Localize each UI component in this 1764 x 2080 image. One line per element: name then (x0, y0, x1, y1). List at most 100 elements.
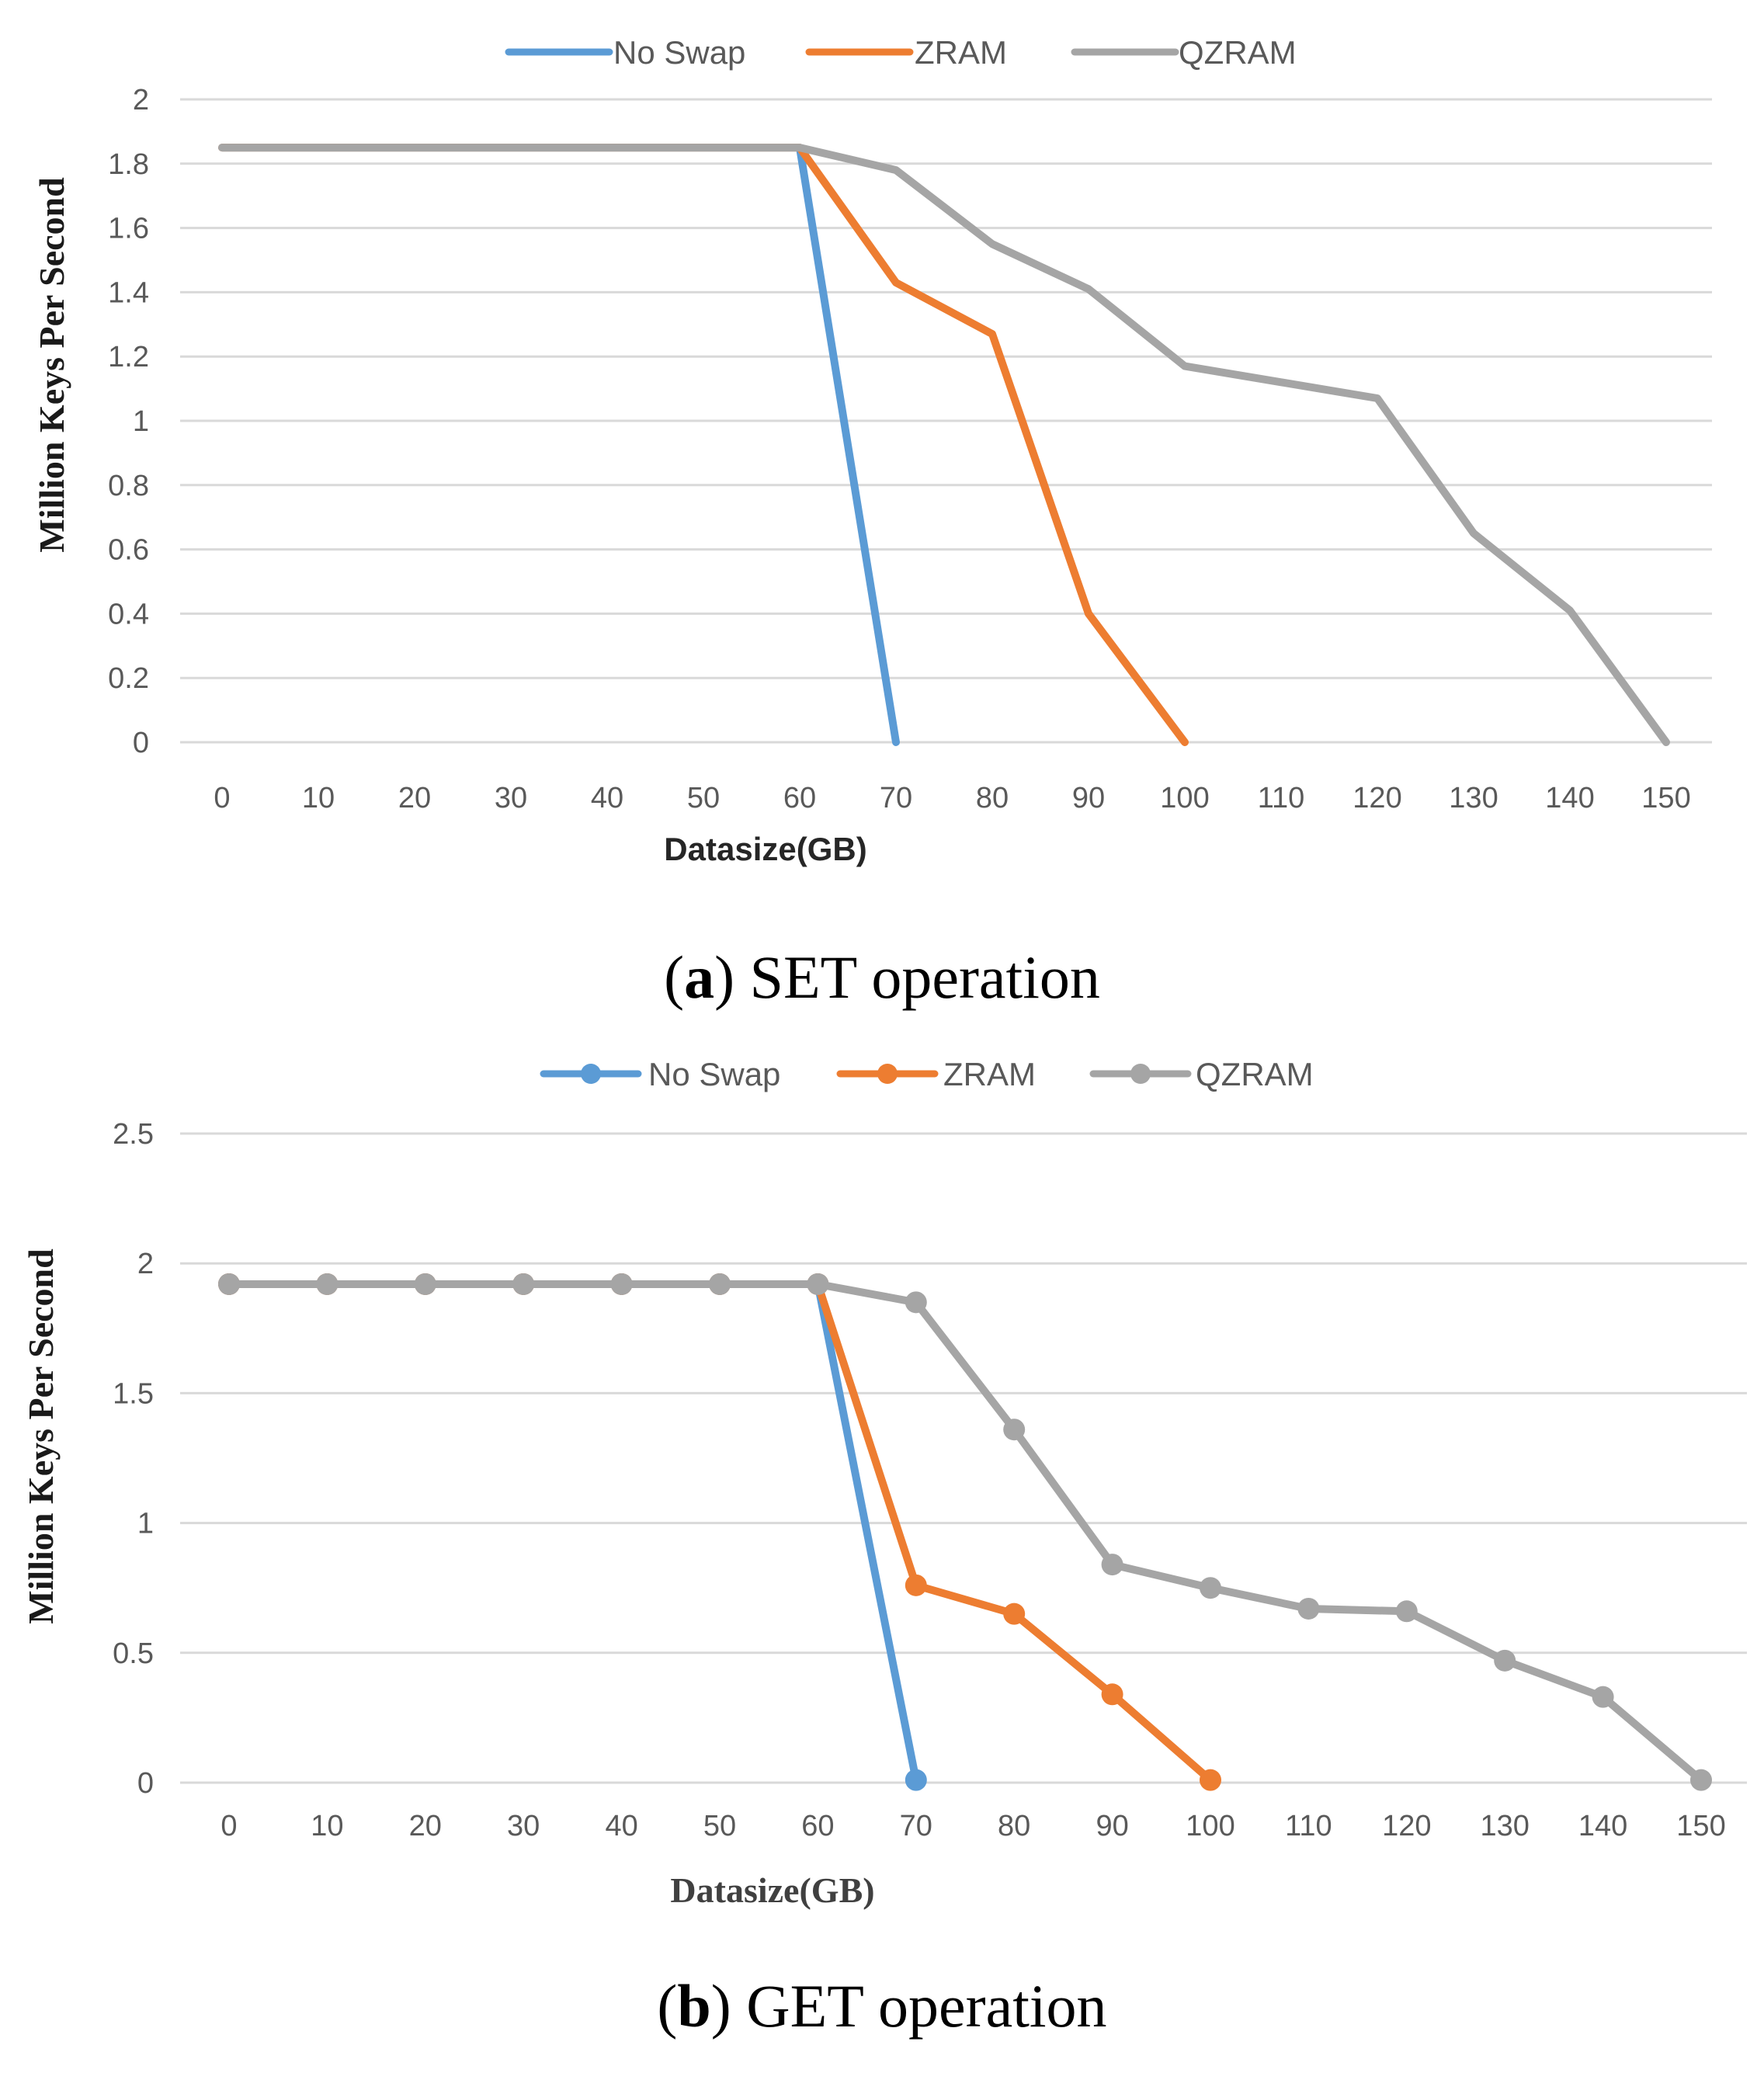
x-tick-label-b-10: 100 (1186, 1810, 1234, 1842)
x-tick-label-a-8: 80 (976, 782, 1009, 814)
x-tick-label-b-11: 110 (1285, 1810, 1332, 1842)
x-tick-label-a-13: 130 (1449, 782, 1498, 814)
point-qzram-b-14 (1592, 1686, 1614, 1708)
y-tick-label-b-4: 2 (137, 1248, 154, 1280)
point-qzram-b-8 (1003, 1418, 1026, 1441)
caption-get-operation: (b) GET operation (657, 1972, 1106, 2040)
point-qzram-b-11 (1297, 1597, 1320, 1620)
legend-label-zram-b: ZRAM (943, 1056, 1036, 1092)
x-tick-label-b-0: 0 (220, 1810, 237, 1842)
y-tick-label-a-10: 2 (133, 84, 149, 116)
point-qzram-b-9 (1101, 1554, 1123, 1576)
point-qzram-b-1 (316, 1273, 339, 1295)
gridlines-b (180, 1132, 1747, 1784)
legend-label-no-swap-a: No Swap (613, 34, 745, 71)
point-qzram-b-4 (610, 1273, 633, 1295)
x-tick-label-b-6: 60 (801, 1810, 834, 1842)
point-no-swap-b-7 (905, 1769, 927, 1791)
x-tick-label-b-5: 50 (703, 1810, 736, 1842)
x-tick-label-a-10: 100 (1160, 782, 1209, 814)
legend-marker-qzram-b (1130, 1064, 1151, 1084)
x-tick-label-b-9: 90 (1096, 1810, 1128, 1842)
series-zram-a (218, 144, 1189, 746)
series-line-qzram-b (225, 1280, 1705, 1784)
x-tick-label-b-14: 140 (1578, 1810, 1627, 1842)
series-zram-b (218, 1273, 1221, 1791)
x-tick-label-b-13: 130 (1480, 1810, 1529, 1842)
x-tick-label-a-15: 150 (1641, 782, 1690, 814)
point-qzram-b-5 (709, 1273, 731, 1295)
y-tick-label-a-7: 1.4 (108, 276, 149, 309)
x-axis-title-b: Datasize(GB) (670, 1870, 874, 1910)
x-tick-label-a-4: 40 (591, 782, 623, 814)
x-tick-label-a-7: 70 (880, 782, 912, 814)
y-tick-label-a-0: 0 (133, 727, 149, 759)
y-tick-label-a-1: 0.2 (108, 662, 149, 695)
y-tick-label-a-3: 0.6 (108, 534, 149, 567)
y-tick-label-a-5: 1 (133, 405, 149, 438)
point-zram-b-10 (1200, 1769, 1221, 1791)
x-tick-label-a-11: 110 (1258, 782, 1305, 814)
set-operation-chart: 00.20.40.60.811.21.41.61.820 10 20 30 40 50 60… (32, 34, 1712, 867)
point-qzram-b-6 (807, 1273, 829, 1295)
y-tick-label-a-6: 1.2 (108, 341, 149, 373)
point-qzram-b-12 (1395, 1600, 1418, 1623)
x-tick-label-a-9: 90 (1072, 782, 1105, 814)
get-operation-chart: 0 0.5 1 1.5 2 2.5 0 10 20 30 40 50 60 70 80 90 100 110 120… (21, 1056, 1747, 1910)
y-tick-label-a-2: 0.4 (108, 598, 149, 630)
y-tick-label-b-2: 1 (137, 1508, 154, 1540)
point-qzram-b-13 (1494, 1649, 1516, 1672)
legend-label-zram-a: ZRAM (915, 34, 1007, 71)
caption-text-a: SET operation (750, 943, 1100, 1011)
x-tick-label-a-1: 10 (302, 782, 335, 814)
y-tick-label-a-4: 0.8 (108, 470, 149, 502)
x-tick-label-a-12: 120 (1353, 782, 1401, 814)
x-tick-label-a-0: 0 (214, 782, 230, 814)
y-axis-title-a: Million Keys Per Second (32, 177, 71, 553)
y-tick-label-a-8: 1.6 (108, 213, 149, 245)
legend-b: No Swap ZRAM QZRAM (540, 1056, 1314, 1092)
point-zram-b-9 (1101, 1683, 1123, 1706)
series-qzram-a (218, 144, 1670, 746)
series-line-no-swap-a (218, 144, 900, 746)
series-line-zram-a (218, 144, 1189, 746)
y-tick-labels-a: 0 0.2 0.4 0.6 0.8 1 1.2 1.4 1.6 1.8 2 (108, 84, 149, 759)
x-tick-label-a-5: 50 (687, 782, 720, 814)
x-tick-label-b-3: 30 (507, 1810, 540, 1842)
series-line-qzram-a (218, 144, 1670, 746)
legend-marker-zram-b (877, 1064, 898, 1084)
point-qzram-b-15 (1690, 1769, 1712, 1791)
legend-label-qzram-a: QZRAM (1179, 34, 1297, 71)
point-qzram-b-10 (1200, 1577, 1221, 1599)
y-tick-labels-b: 0 0.5 1 1.5 2 2.5 (113, 1118, 154, 1800)
x-tick-label-b-12: 120 (1382, 1810, 1431, 1842)
x-tick-label-a-14: 140 (1545, 782, 1594, 814)
gridlines-a (180, 98, 1712, 744)
point-qzram-b-3 (512, 1273, 535, 1295)
x-tick-label-b-8: 80 (998, 1810, 1030, 1842)
series-no-swap-a (218, 144, 900, 746)
x-tick-label-b-7: 70 (900, 1810, 932, 1842)
caption-set-operation: (a) SET operation (664, 943, 1100, 1011)
legend-a: No Swap ZRAM QZRAM (505, 34, 1297, 71)
caption-letter-b: b (677, 1972, 710, 2040)
x-tick-label-a-6: 60 (783, 782, 816, 814)
y-tick-label-b-1: 0.5 (113, 1637, 154, 1670)
y-tick-label-b-3: 1.5 (113, 1377, 154, 1410)
x-tick-label-a-3: 30 (495, 782, 527, 814)
caption-text-b: GET operation (746, 1972, 1106, 2040)
series-line-no-swap-b (225, 1280, 920, 1784)
x-tick-label-b-2: 20 (409, 1810, 442, 1842)
series-qzram-b (218, 1273, 1712, 1791)
x-tick-labels-b: 0 10 20 30 40 50 60 70 80 90 100 110 120 130 140 150 (220, 1810, 1725, 1842)
series-no-swap-b (218, 1273, 927, 1791)
point-qzram-b-7 (905, 1291, 927, 1314)
caption-letter-a: a (684, 943, 714, 1011)
y-axis-title-b: Million Keys Per Second (21, 1248, 61, 1624)
legend-label-no-swap-b: No Swap (648, 1056, 780, 1092)
y-tick-label-b-5: 2.5 (113, 1118, 154, 1151)
y-tick-label-a-9: 1.8 (108, 148, 149, 181)
x-tick-label-a-2: 20 (398, 782, 431, 814)
y-tick-label-b-0: 0 (137, 1767, 154, 1800)
